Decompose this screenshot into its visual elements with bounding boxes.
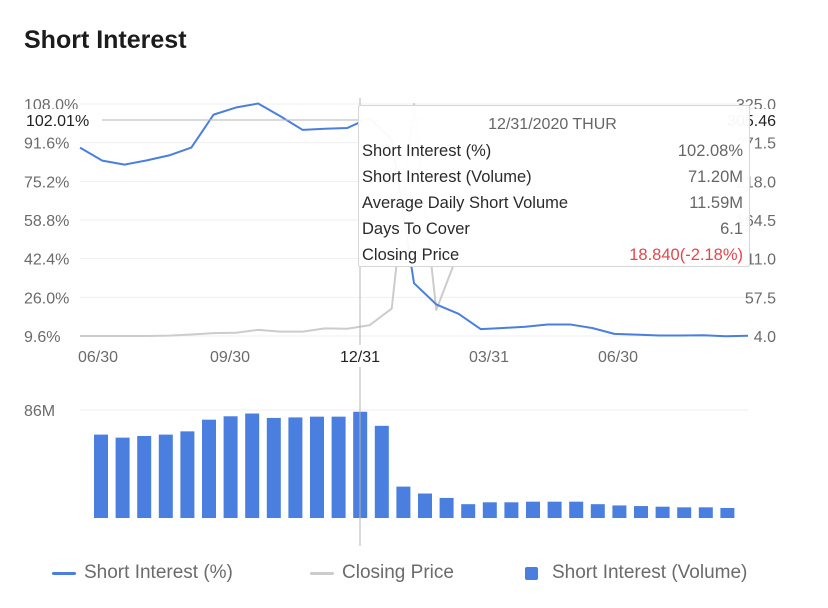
tooltip-label: Average Daily Short Volume [362, 194, 569, 212]
tooltip-row-closing-price: Closing Price 18.840(-2.18%) [362, 242, 743, 268]
volume-bar [612, 505, 627, 518]
volume-bar [482, 502, 497, 518]
volume-bar [288, 417, 303, 518]
tooltip-label: Short Interest (Volume) [362, 168, 532, 186]
volume-bar [677, 507, 692, 518]
box-swatch-icon [525, 566, 538, 580]
tooltip: 12/31/2020 THUR Short Interest (%) 102.0… [358, 105, 750, 267]
left-axis-ticks: 108.0%91.6%75.2%58.8%42.4%26.0%9.6% [24, 97, 78, 346]
crosshair-y-label-bg [24, 109, 102, 131]
tooltip-value: 71.20M [687, 168, 743, 186]
legend: Short Interest (%) Closing Price Short I… [0, 562, 828, 588]
crosshair-x-label-bg [334, 345, 386, 367]
left-tick-label: 9.6% [24, 329, 60, 346]
volume-bar [137, 435, 152, 518]
volume-bar [374, 425, 389, 518]
volume-bar [158, 434, 173, 518]
legend-label: Short Interest (%) [84, 562, 233, 583]
volume-bar [720, 507, 735, 518]
volume-bar [526, 501, 540, 518]
volume-axis-ticks: 86M [24, 403, 55, 420]
volume-bar [418, 493, 432, 518]
chart-title: Short Interest [24, 26, 187, 54]
closing-price-line [80, 103, 460, 337]
closing-price-series [80, 103, 460, 337]
volume-bar [461, 504, 476, 518]
tooltip-label: Days To Cover [362, 220, 470, 238]
volume-bar [504, 502, 519, 518]
tooltip-row-days-to-cover: Days To Cover 6.1 [362, 216, 743, 242]
crosshair-x-label: 12/31 [340, 349, 380, 366]
left-tick-label: 75.2% [24, 174, 69, 191]
volume-bar [396, 486, 411, 518]
volume-bar [698, 507, 713, 518]
tooltip-value: 18.840(-2.18%) [629, 246, 743, 264]
legend-item-short-interest-volume[interactable]: Short Interest (Volume) [525, 562, 747, 584]
volume-bar [223, 416, 238, 518]
x-tick-label: 03/31 [469, 349, 509, 366]
legend-item-closing-price[interactable]: Closing Price [310, 562, 454, 584]
crosshair-right-label-bg [742, 109, 780, 131]
tooltip-value: 6.1 [720, 220, 743, 238]
tooltip-value: 102.08% [677, 142, 743, 160]
tooltip-row-avg-daily-short-volume: Average Daily Short Volume 11.59M [362, 190, 743, 216]
tooltip-label: Short Interest (%) [362, 142, 492, 160]
left-tick-label: 26.0% [24, 290, 69, 307]
x-tick-label: 06/30 [78, 349, 118, 366]
volume-bar [202, 419, 216, 518]
left-tick-label: 91.6% [24, 136, 69, 153]
legend-item-short-interest-pct[interactable]: Short Interest (%) [52, 562, 233, 584]
volume-bars [94, 411, 735, 518]
volume-bar [569, 501, 584, 518]
volume-bar [590, 504, 605, 518]
short-interest-series [79, 102, 749, 338]
tooltip-date: 12/31/2020 THUR [488, 116, 617, 133]
tooltip-row-short-interest-volume: Short Interest (Volume) 71.20M [362, 164, 743, 190]
volume-bar [115, 437, 130, 518]
volume-bar [547, 501, 562, 518]
tooltip-value: 11.59M [689, 194, 743, 212]
legend-label: Closing Price [342, 562, 454, 583]
tooltip-label: Closing Price [362, 246, 460, 264]
right-tick-label: 57.5 [745, 290, 776, 307]
volume-bar [331, 416, 346, 518]
line-swatch-icon [52, 571, 76, 575]
volume-bar [310, 416, 324, 518]
volume-bar [180, 431, 195, 518]
left-tick-label: 42.4% [24, 252, 69, 269]
crosshair-y-label: 102.01% [26, 113, 89, 130]
volume-bar [245, 413, 260, 518]
x-axis-ticks: 06/30 09/30 03/31 06/30 [78, 349, 638, 366]
x-tick-label: 06/30 [598, 349, 638, 366]
volume-tick-label: 86M [24, 403, 55, 420]
right-tick-label: 4.0 [754, 329, 776, 346]
tooltip-row-short-interest-pct: Short Interest (%) 102.08% [362, 138, 743, 164]
volume-bar [266, 417, 281, 518]
volume-bar [634, 506, 648, 518]
line-swatch-icon [310, 571, 334, 575]
volume-bar [439, 497, 454, 518]
volume-bar [655, 506, 670, 518]
short-interest-line [79, 102, 749, 338]
x-tick-label: 09/30 [210, 349, 250, 366]
legend-label: Short Interest (Volume) [552, 562, 748, 583]
left-tick-label: 58.8% [24, 213, 69, 230]
volume-bar [94, 434, 108, 518]
